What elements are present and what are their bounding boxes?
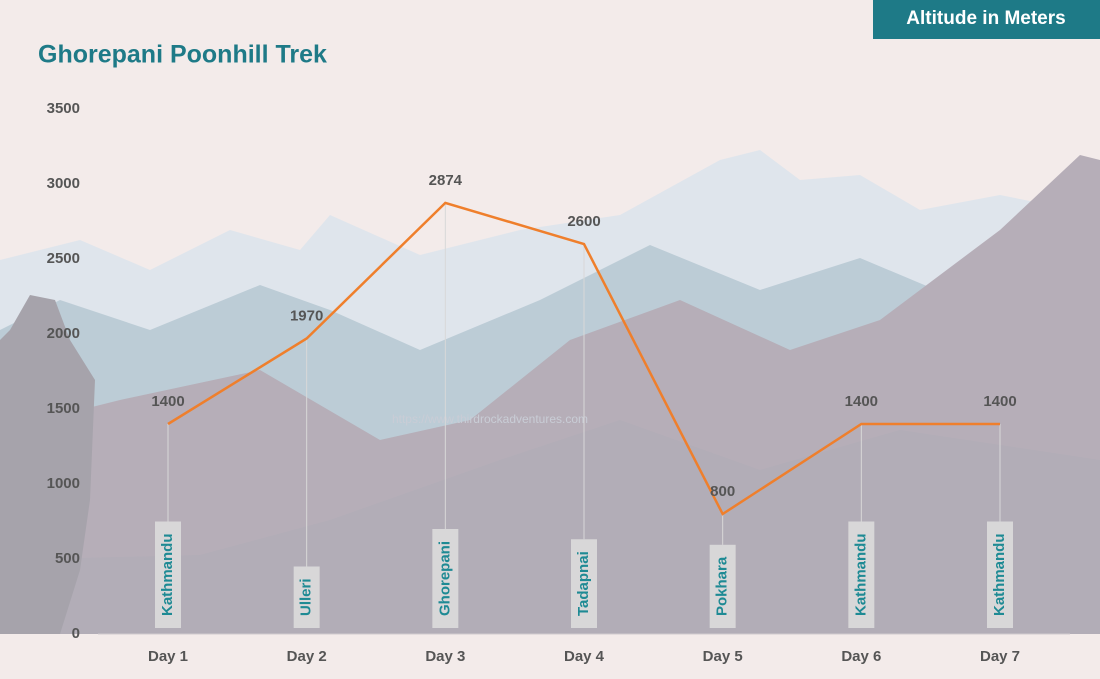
location-label: Kathmandu	[987, 521, 1013, 628]
y-tick-label: 3000	[47, 175, 80, 192]
y-tick-label: 2000	[47, 325, 80, 342]
data-label: 1400	[151, 393, 184, 410]
location-text: Kathmandu	[852, 534, 869, 617]
mountain-backdrop	[0, 150, 1100, 634]
y-tick-label: 2500	[47, 250, 80, 267]
location-text: Ghorepani	[436, 541, 453, 616]
data-label: 2600	[567, 213, 600, 230]
location-box	[571, 539, 597, 628]
location-box	[155, 521, 181, 628]
line	[167, 201, 1000, 516]
x-tick-label: Day 2	[287, 648, 327, 665]
x-tick-label: Day 1	[148, 648, 188, 665]
y-tick-label: 1500	[47, 400, 80, 417]
label-badge	[873, 0, 1100, 39]
location-label: Kathmandu	[848, 521, 875, 628]
x-tick-label: Day 4	[564, 648, 605, 665]
data-label: 1400	[983, 393, 1016, 410]
data-label: 1400	[845, 393, 878, 410]
x-tick-label: Day 5	[703, 648, 743, 665]
location-box	[293, 566, 320, 628]
data-label: 1970	[290, 307, 323, 324]
location-text: Tadapnai	[575, 551, 592, 616]
location-label: Pokhara	[709, 544, 736, 628]
y-axis-label: Altitude in Meters	[906, 8, 1065, 29]
x-tick-label: Day 6	[841, 648, 881, 665]
data-label: 800	[710, 483, 735, 500]
location-box	[709, 544, 736, 628]
data-label: 2874	[429, 172, 463, 189]
location-text: Kathmandu	[159, 534, 176, 617]
location-text: Ulleri	[298, 578, 315, 616]
y-tick-label: 3500	[47, 100, 80, 117]
location-box	[987, 521, 1013, 628]
location-box	[848, 521, 875, 628]
location-box	[432, 528, 459, 628]
x-tick-label: Day 3	[425, 648, 465, 665]
location-label: Ulleri	[293, 566, 320, 628]
chart-title: Ghorepani Poonhill Trek	[38, 41, 327, 69]
watermark: https://www.thirdrockadventures.com	[392, 412, 588, 426]
location-text: Pokhara	[714, 556, 731, 616]
x-tick-label: Day 7	[980, 648, 1020, 665]
location-label: Kathmandu	[155, 521, 181, 628]
y-tick-label: 500	[55, 550, 80, 567]
y-tick-label: 0	[72, 625, 80, 642]
location-label: Tadapnai	[571, 539, 597, 628]
location-text: Kathmandu	[991, 534, 1008, 617]
location-label: Ghorepani	[432, 528, 459, 628]
y-tick-label: 1000	[47, 475, 80, 492]
